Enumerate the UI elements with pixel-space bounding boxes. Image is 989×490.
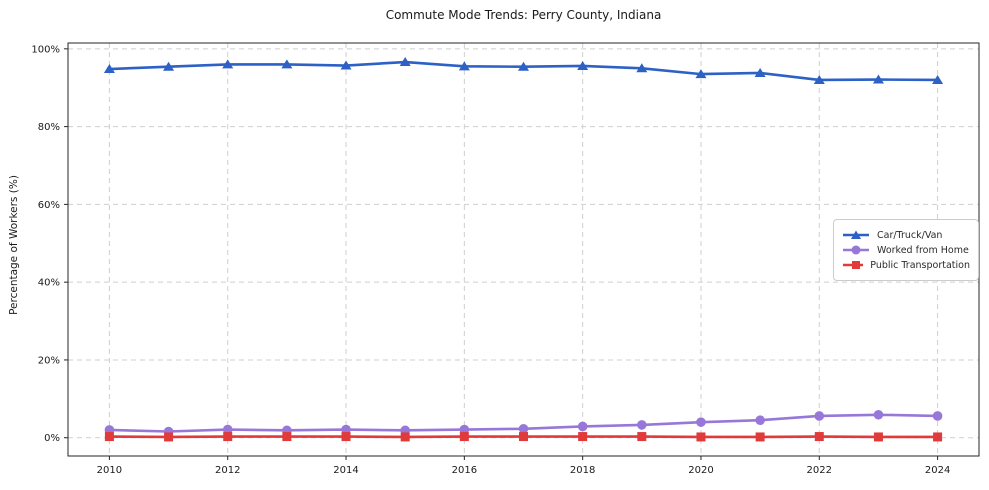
y-tick-label: 100% [31, 44, 60, 55]
plot-border [67, 42, 980, 457]
marker-car-truck-van [932, 74, 944, 84]
marker-public-transportation [814, 432, 824, 442]
marker-public-transportation [282, 432, 292, 442]
x-tick-label: 2022 [807, 465, 832, 476]
marker-worked-from-home [341, 424, 351, 435]
marker-public-transportation [696, 432, 706, 442]
y-tick-label: 20% [38, 355, 60, 366]
marker-public-transportation [164, 432, 174, 442]
x-tick-label: 2016 [452, 465, 477, 476]
marker-public-transportation [223, 432, 233, 442]
x-tick-label: 2024 [925, 465, 950, 476]
x-tick-label: 2014 [333, 465, 358, 476]
marker-worked-from-home [222, 424, 233, 435]
marker-worked-from-home [755, 415, 765, 426]
marker-public-transportation [341, 432, 351, 442]
legend-entry-public-transportation: Public Transportation [842, 259, 970, 271]
legend-label: Worked from Home [877, 244, 969, 256]
marker-car-truck-van [577, 60, 589, 70]
y-tick-label: 80% [38, 122, 60, 133]
square-marker-icon [843, 261, 864, 269]
marker-worked-from-home [696, 417, 706, 427]
marker-worked-from-home [637, 420, 647, 430]
marker-car-truck-van [222, 59, 234, 69]
triangle-marker-icon [843, 230, 869, 239]
marker-worked-from-home [932, 411, 943, 421]
marker-public-transportation [755, 432, 765, 442]
marker-car-truck-van [399, 57, 411, 67]
x-tick-label: 2018 [570, 465, 595, 476]
marker-worked-from-home [577, 421, 588, 432]
marker-public-transportation [459, 432, 469, 442]
marker-public-transportation [637, 432, 647, 442]
marker-car-truck-van [340, 60, 352, 70]
marker-car-truck-van [695, 69, 707, 79]
marker-public-transportation [104, 432, 114, 442]
marker-car-truck-van [163, 61, 175, 71]
x-tick-label: 2010 [97, 465, 122, 476]
legend-label: Car/Truck/Van [877, 229, 943, 241]
marker-public-transportation [578, 432, 588, 442]
circle-marker-icon [843, 245, 869, 255]
x-tick-label: 2020 [688, 465, 713, 476]
x-tick-label: 2012 [215, 465, 240, 476]
legend-entry-worked-from-home: Worked from Home [842, 244, 970, 256]
legend-label: Public Transportation [870, 259, 970, 271]
chart-title: Commute Mode Trends: Perry County, India… [385, 8, 662, 22]
marker-car-truck-van [281, 59, 293, 69]
marker-public-transportation [519, 432, 528, 442]
y-tick-label: 0% [44, 433, 60, 444]
marker-car-truck-van [518, 61, 529, 71]
legend: Car/Truck/Van Worked from Home Public Tran… [833, 219, 979, 281]
marker-worked-from-home [873, 409, 884, 420]
legend-entry-car-truck-van: Car/Truck/Van [842, 229, 970, 241]
marker-car-truck-van [103, 64, 115, 74]
y-tick-label: 40% [38, 278, 60, 289]
marker-car-truck-van [872, 74, 884, 84]
marker-car-truck-van [754, 67, 766, 77]
marker-worked-from-home [814, 411, 825, 421]
y-tick-label: 60% [38, 200, 60, 211]
marker-car-truck-van [813, 74, 825, 84]
marker-public-transportation [400, 432, 410, 442]
marker-public-transportation [873, 432, 883, 442]
marker-worked-from-home [518, 423, 529, 434]
marker-car-truck-van [458, 61, 470, 71]
marker-worked-from-home [459, 424, 470, 435]
marker-public-transportation [933, 432, 943, 442]
marker-car-truck-van [636, 63, 648, 73]
